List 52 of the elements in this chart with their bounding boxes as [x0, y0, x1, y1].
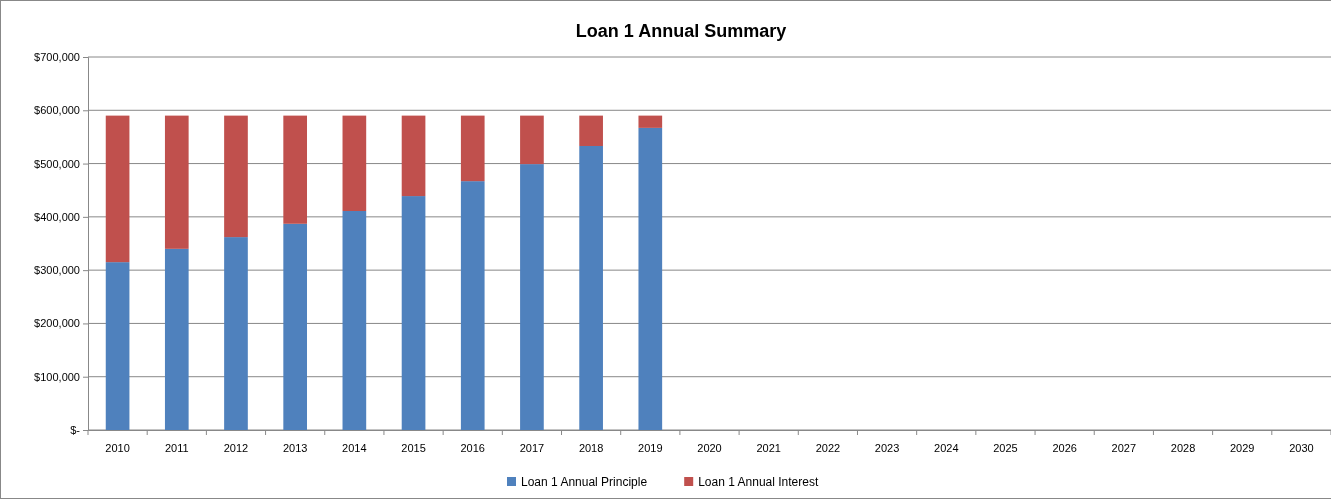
bar: [579, 145, 603, 430]
x-tick-label: 2017: [519, 441, 545, 454]
x-tick-label: 2022: [815, 441, 841, 454]
bar: [342, 115, 367, 211]
y-tick-label: $400,000: [34, 210, 80, 223]
x-tick-label: 2014: [342, 441, 367, 454]
y-tick-label: $-: [70, 424, 81, 437]
y-tick-label: $600,000: [34, 104, 80, 117]
y-tick-label: $700,000: [34, 51, 80, 64]
legend-label: Loan 1 Annual Principle: [521, 475, 648, 489]
x-tick-label: 2024: [934, 441, 959, 454]
x-tick-label: 2015: [401, 441, 426, 454]
y-tick-label: $500,000: [34, 157, 80, 170]
bar: [164, 115, 189, 249]
x-tick-label: 2027: [1111, 441, 1137, 454]
legend-label: Loan 1 Annual Interest: [698, 475, 819, 489]
bar: [224, 237, 248, 430]
x-tick-label: 2020: [697, 441, 722, 454]
bar: [164, 248, 189, 430]
x-tick-label: 2029: [1229, 441, 1255, 454]
bar: [638, 115, 663, 128]
bar: [401, 196, 426, 430]
x-tick-label: 2021: [756, 441, 781, 454]
y-tick-label: $100,000: [34, 370, 80, 383]
bar: [342, 211, 367, 430]
y-tick-label: $300,000: [34, 264, 80, 277]
x-tick-label: 2018: [578, 441, 604, 454]
x-tick-label: 2019: [638, 441, 663, 454]
x-tick-label: 2026: [1052, 441, 1077, 454]
y-tick-label: $200,000: [34, 317, 80, 330]
bar: [105, 262, 130, 430]
x-tick-label: 2010: [105, 441, 130, 454]
x-tick-label: 2023: [874, 441, 900, 454]
bar: [105, 115, 130, 263]
x-tick-label: 2028: [1170, 441, 1196, 454]
bar: [283, 115, 308, 224]
x-tick-label: 2016: [460, 441, 485, 454]
bar: [520, 164, 544, 430]
x-tick-label: 2013: [282, 441, 308, 454]
bar: [460, 181, 485, 430]
bar: [460, 115, 485, 182]
chart-title: Loan 1 Annual Summary: [575, 21, 787, 41]
bar: [579, 115, 603, 146]
bar: [401, 115, 426, 197]
bar: [520, 115, 544, 165]
x-tick-label: 2011: [164, 441, 189, 454]
x-tick-label: 2030: [1289, 441, 1314, 454]
x-tick-label: 2012: [223, 441, 249, 454]
x-tick-label: 2025: [993, 441, 1018, 454]
bar: [224, 115, 248, 238]
bar: [283, 223, 308, 430]
bar: [638, 127, 663, 430]
